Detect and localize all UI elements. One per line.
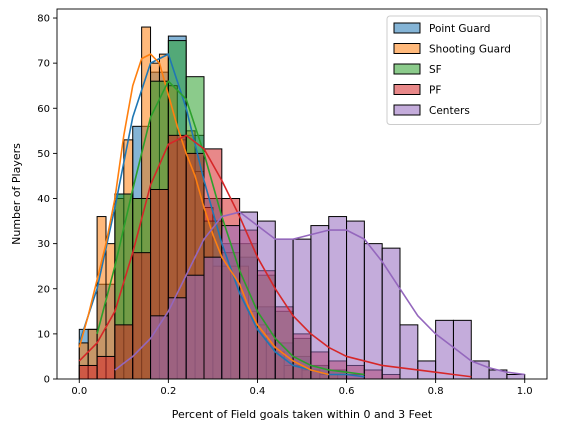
bar-pf	[114, 324, 134, 380]
plot-frame	[56, 8, 548, 380]
kde-line-shooting-guard	[78, 53, 329, 376]
legend-swatch-sf	[393, 63, 421, 75]
legend: Point Guard Shooting Guard SF PF Centers	[386, 15, 542, 125]
y-tick-label: 60	[37, 104, 50, 115]
bar-centers	[363, 243, 383, 380]
x-axis-label: Percent of Field goals taken within 0 an…	[172, 408, 433, 421]
bar-centers	[221, 225, 241, 380]
y-tick-label: 70	[37, 59, 50, 70]
bar-pf	[78, 364, 98, 380]
bar-pf	[132, 252, 152, 380]
x-tick-label: 0.2	[160, 386, 176, 397]
kde-lines	[78, 53, 525, 378]
legend-swatch-shooting-guard	[393, 43, 421, 54]
y-tick-label: 40	[37, 194, 50, 205]
legend-swatch-point-guard	[393, 22, 421, 34]
bar-centers	[310, 225, 330, 380]
y-tick-label: 0	[44, 375, 50, 386]
bar-centers	[506, 373, 526, 380]
y-tick-label: 80	[37, 14, 50, 25]
x-tick-label: 1.0	[517, 386, 533, 397]
y-axis-ticks: 0 10 20 30 40 50 60 70 80	[37, 14, 57, 386]
y-tick-label: 10	[37, 329, 50, 340]
legend-label-shooting-guard: Shooting Guard	[429, 44, 511, 56]
bar-shooting-guard	[96, 216, 107, 380]
y-tick-label: 20	[37, 284, 50, 295]
legend-label-sf: SF	[429, 64, 442, 76]
x-tick-label: 0.0	[71, 386, 87, 397]
kde-line-pf	[78, 134, 472, 378]
x-tick-label: 0.4	[250, 386, 266, 397]
bar-centers	[381, 247, 401, 380]
bar-centers	[256, 220, 276, 380]
legend-swatch-pf	[393, 84, 421, 95]
y-tick-label: 50	[37, 149, 50, 160]
legend-swatch-centers	[393, 104, 421, 116]
bar-centers	[399, 324, 419, 380]
x-tick-label: 0.8	[428, 386, 444, 397]
y-tick-label: 30	[37, 239, 50, 250]
bar-pf	[96, 355, 116, 380]
x-tick-label: 0.6	[339, 386, 355, 397]
legend-box	[386, 15, 542, 125]
legend-label-pf: PF	[429, 85, 441, 97]
bar-centers	[167, 297, 187, 380]
bar-centers	[346, 220, 365, 380]
bar-centers	[203, 256, 223, 380]
bar-centers	[185, 274, 205, 380]
x-axis-ticks: 0.0 0.2 0.4 0.6 0.8 1.0	[71, 379, 533, 397]
legend-label-point-guard: Point Guard	[429, 23, 490, 35]
legend-label-centers: Centers	[429, 105, 470, 117]
kde-line-centers	[114, 211, 525, 376]
kde-line-sf	[96, 80, 365, 376]
y-axis-label: Number of Players	[10, 143, 23, 245]
bar-centers	[435, 319, 454, 380]
